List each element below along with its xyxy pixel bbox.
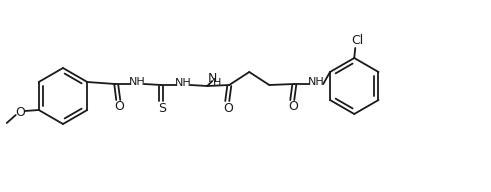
Text: O: O <box>288 100 298 113</box>
Text: Cl: Cl <box>351 33 363 46</box>
Text: O: O <box>15 105 25 118</box>
Text: O: O <box>223 102 233 114</box>
Text: NH: NH <box>308 77 325 87</box>
Text: NH: NH <box>175 78 191 88</box>
Text: N: N <box>208 71 217 84</box>
Text: NH: NH <box>129 77 146 87</box>
Text: O: O <box>114 100 124 113</box>
Text: S: S <box>158 102 166 114</box>
Text: H: H <box>213 78 221 88</box>
